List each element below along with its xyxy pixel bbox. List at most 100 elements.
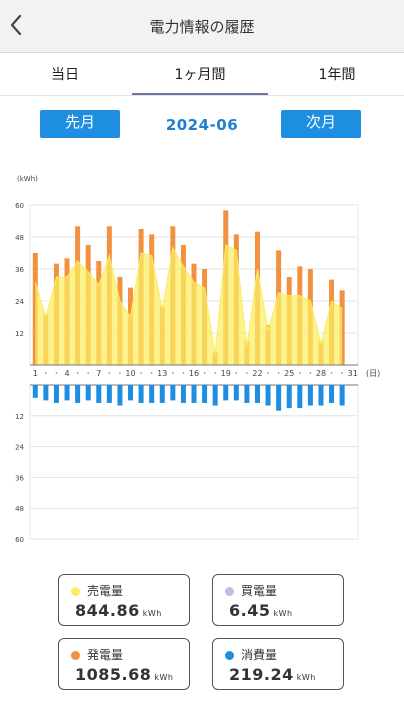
upper-y-tick-label: 48 xyxy=(15,234,24,242)
lower-y-tick-label: 12 xyxy=(15,413,24,421)
upper-y-tick-label: 12 xyxy=(15,330,24,338)
consumed-bar xyxy=(149,385,155,403)
purchased-dot-icon xyxy=(225,587,234,596)
summary-sold: 売電量 844.86 kWh xyxy=(58,574,190,626)
upper-y-tick-label: 60 xyxy=(15,202,24,210)
consumed-bar xyxy=(286,385,292,409)
x-tick-label: 16 xyxy=(189,369,199,378)
x-tick-label: 10 xyxy=(125,369,135,378)
period-tabs: 当日 1ヶ月間 1年間 xyxy=(0,53,404,96)
lower-y-tick-label: 60 xyxy=(15,536,24,544)
tab-month[interactable]: 1ヶ月間 xyxy=(132,53,268,95)
x-tick-label: 22 xyxy=(252,369,262,378)
app-header: 電力情報の履歴 xyxy=(0,0,404,53)
consumed-bar xyxy=(53,385,59,403)
consumed-bar xyxy=(254,385,260,403)
x-tick-dot xyxy=(182,372,185,374)
generated-value: 1085.68 kWh xyxy=(75,665,174,684)
x-tick-label: 13 xyxy=(157,369,167,378)
consumed-bar xyxy=(276,385,282,411)
x-tick-label: 19 xyxy=(221,369,231,378)
x-tick-dot xyxy=(172,372,174,374)
x-tick-dot xyxy=(246,372,248,374)
consumed-bar xyxy=(212,385,218,406)
current-month: 2024-06 xyxy=(165,116,239,134)
consumed-bar xyxy=(96,385,102,403)
x-tick-dot xyxy=(330,372,333,374)
x-tick-dot xyxy=(87,372,89,374)
x-tick-dot xyxy=(277,372,280,374)
x-tick-label: 1 xyxy=(33,369,38,378)
consumed-dot-icon xyxy=(225,651,234,660)
x-tick-dot xyxy=(267,372,269,374)
purchased-value: 6.45 kWh xyxy=(229,601,293,620)
x-tick-dot xyxy=(76,372,79,374)
upper-y-tick-label: 24 xyxy=(15,298,24,306)
x-tick-dot xyxy=(150,372,153,374)
consumed-bar xyxy=(170,385,176,401)
x-tick-dot xyxy=(235,372,238,374)
x-tick-dot xyxy=(299,372,301,374)
sold-label: 売電量 xyxy=(87,584,124,598)
sold-value: 844.86 kWh xyxy=(75,601,162,620)
consumed-bar xyxy=(307,385,313,406)
consumed-bar xyxy=(117,385,123,406)
x-tick-dot xyxy=(214,372,216,374)
summary-purchased: 買電量 6.45 kWh xyxy=(212,574,344,626)
x-tick-dot xyxy=(341,372,343,374)
x-tick-dot xyxy=(119,372,121,374)
x-tick-label: 31 xyxy=(348,369,358,378)
x-tick-label: 25 xyxy=(284,369,294,378)
chevron-left-icon xyxy=(10,14,22,36)
consumed-bar xyxy=(180,385,186,403)
x-tick-label: 28 xyxy=(316,369,326,378)
sold-line xyxy=(34,244,343,355)
summary-consumed: 消費量 219.24 kWh xyxy=(212,638,344,690)
lower-y-tick-label: 36 xyxy=(15,474,24,482)
energy-chart: (kWh) (日) 12 24 36 48 60 12 24 36 48 60 1 4 7 10 13 16 19 2… xyxy=(15,175,380,544)
consumed-bar xyxy=(265,385,271,406)
consumed-bar xyxy=(223,385,229,401)
consumed-bar xyxy=(202,385,208,403)
x-tick-dot xyxy=(108,372,111,374)
consumed-bar xyxy=(43,385,49,401)
consumed-bar xyxy=(32,385,38,398)
x-tick-label: 4 xyxy=(64,369,69,378)
lower-plot-frame xyxy=(29,384,359,540)
x-tick-label: 7 xyxy=(96,369,101,378)
consumed-bar xyxy=(75,385,81,403)
generated-dot-icon xyxy=(71,651,80,660)
consumed-bar xyxy=(106,385,112,403)
x-tick-dot xyxy=(55,372,58,374)
lower-y-tick-label: 24 xyxy=(15,444,24,452)
sold-area xyxy=(35,245,343,365)
consumed-bar xyxy=(85,385,91,401)
consumed-bar xyxy=(339,385,345,406)
generated-label: 発電量 xyxy=(87,648,124,662)
upper-y-tick-label: 36 xyxy=(15,266,24,274)
back-button[interactable] xyxy=(4,10,32,40)
page-title: 電力情報の履歴 xyxy=(149,18,255,36)
purchased-label: 買電量 xyxy=(241,584,278,598)
prev-month-button[interactable]: 先月 xyxy=(40,110,120,138)
lower-y-tick-label: 48 xyxy=(15,505,24,513)
y-unit-label: (kWh) xyxy=(17,175,38,183)
x-tick-dot xyxy=(309,372,312,374)
tab-year[interactable]: 1年間 xyxy=(318,67,356,83)
consumed-bar xyxy=(191,385,197,403)
sold-dot-icon xyxy=(71,587,80,596)
x-tick-dot xyxy=(140,372,142,374)
x-tick-dot xyxy=(45,372,47,374)
consumed-bar xyxy=(128,385,134,401)
consumed-bar xyxy=(318,385,324,406)
tab-today[interactable]: 当日 xyxy=(51,67,79,83)
consumed-value: 219.24 kWh xyxy=(229,665,316,684)
x-tick-dot xyxy=(203,372,206,374)
consumed-bar xyxy=(329,385,335,403)
consumed-bar xyxy=(138,385,144,403)
consumed-bar xyxy=(64,385,70,401)
consumed-label: 消費量 xyxy=(241,648,278,662)
summary-generated: 発電量 1085.68 kWh xyxy=(58,638,190,690)
consumed-bar xyxy=(233,385,239,401)
next-month-button[interactable]: 次月 xyxy=(281,110,361,138)
